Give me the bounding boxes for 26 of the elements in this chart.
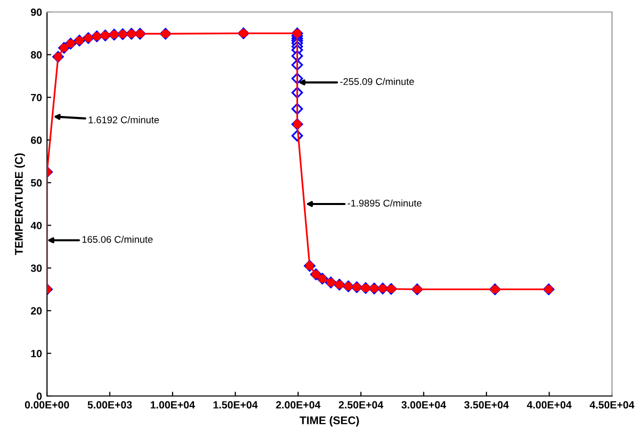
annotation: -255.09 C/minute <box>340 78 414 86</box>
y-tick-label: 20 <box>30 307 42 315</box>
x-tick-label: 1.50E+04 <box>214 401 258 409</box>
y-tick-label: 70 <box>31 94 42 102</box>
x-tick-label: 1.00E+04 <box>150 401 195 409</box>
y-tick-label: 0 <box>36 392 42 400</box>
annotation: 1.6192 C/minute <box>88 116 159 124</box>
y-tick-label: 60 <box>30 136 42 144</box>
x-tick-label: 4.50E+04 <box>590 401 634 409</box>
x-tick-label: 2.50E+04 <box>338 401 384 409</box>
x-tick-label: 4.00E+04 <box>526 401 572 409</box>
y-tick-label: 40 <box>30 222 42 230</box>
x-tick-label: 0.00E+00 <box>24 401 70 409</box>
y-tick-label: 90 <box>30 8 42 16</box>
y-tick-label: 80 <box>30 51 42 59</box>
x-tick-label: 3.00E+04 <box>401 401 446 409</box>
x-tick-label: 3.50E+04 <box>464 401 509 409</box>
annotation: 165.06 C/minute <box>82 236 153 243</box>
y-tick-label: 30 <box>30 264 42 272</box>
y-axis-title: TEMPERATURE (C) <box>14 153 25 256</box>
y-tick-label: 10 <box>31 350 42 358</box>
annotation: -1.9895 C/minute <box>348 199 422 207</box>
y-tick-label: 50 <box>30 179 42 187</box>
x-axis-title: TIME (SEC) <box>300 416 359 426</box>
x-tick-label: 2.00E+04 <box>276 401 320 409</box>
x-tick-label: 5.00E+03 <box>88 401 132 409</box>
